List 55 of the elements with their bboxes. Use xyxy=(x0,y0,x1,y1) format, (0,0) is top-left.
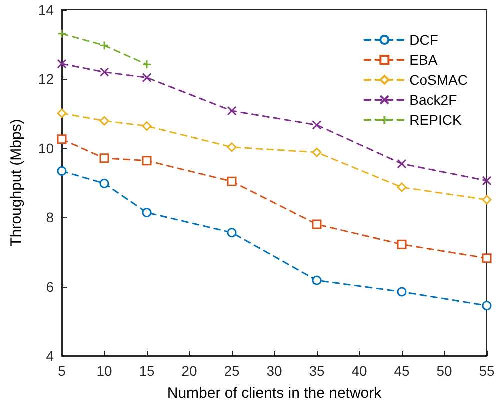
point xyxy=(482,254,492,264)
point xyxy=(482,195,492,205)
y-axis-title: Throughput (Mbps) xyxy=(8,119,25,247)
point xyxy=(142,73,152,83)
point xyxy=(397,182,407,192)
point xyxy=(397,159,407,169)
x-tick-label: 10 xyxy=(96,363,112,379)
legend-label: EBA xyxy=(410,52,438,68)
point xyxy=(482,176,492,186)
point xyxy=(142,156,152,166)
point xyxy=(100,178,110,188)
point xyxy=(312,148,322,158)
point xyxy=(142,208,152,218)
point xyxy=(227,142,237,152)
point xyxy=(142,60,152,70)
point xyxy=(397,240,407,250)
x-tick-label: 40 xyxy=(352,363,368,379)
x-tick-label: 20 xyxy=(182,363,198,379)
point xyxy=(397,287,407,297)
point xyxy=(100,40,110,50)
x-axis-title: Number of clients in the network xyxy=(167,385,382,402)
x-tick-label: 50 xyxy=(436,363,452,379)
x-tick-label: 55 xyxy=(479,363,495,379)
point xyxy=(482,301,492,311)
x-tick-label: 15 xyxy=(139,363,155,379)
y-tick-label: 12 xyxy=(38,71,54,88)
legend-label: REPICK xyxy=(410,112,462,128)
point xyxy=(57,108,67,118)
point xyxy=(57,166,67,176)
x-tick-label: 5 xyxy=(58,363,66,379)
x-tick-label: 25 xyxy=(224,363,240,379)
y-tick-label: 10 xyxy=(38,140,54,156)
point xyxy=(227,106,237,116)
point xyxy=(312,276,322,286)
point xyxy=(100,68,110,78)
point xyxy=(227,228,237,238)
point xyxy=(57,134,67,144)
legend-label: DCF xyxy=(410,32,438,48)
point xyxy=(100,116,110,126)
y-tick-label: 14 xyxy=(38,2,54,18)
y-tick-label: 4 xyxy=(46,348,54,364)
point xyxy=(312,220,322,230)
point xyxy=(57,29,67,39)
y-tick-label: 8 xyxy=(46,210,54,226)
legend-label: CoSMAC xyxy=(410,72,468,88)
point xyxy=(100,154,110,164)
x-tick-label: 30 xyxy=(266,363,282,379)
legend-label: Back2F xyxy=(410,92,458,108)
x-tick-label: 45 xyxy=(394,363,410,379)
y-tick-label: 6 xyxy=(46,278,54,295)
x-tick-label: 35 xyxy=(309,363,325,379)
point xyxy=(227,176,237,186)
point xyxy=(312,120,322,130)
point xyxy=(57,59,67,69)
point xyxy=(142,122,152,132)
